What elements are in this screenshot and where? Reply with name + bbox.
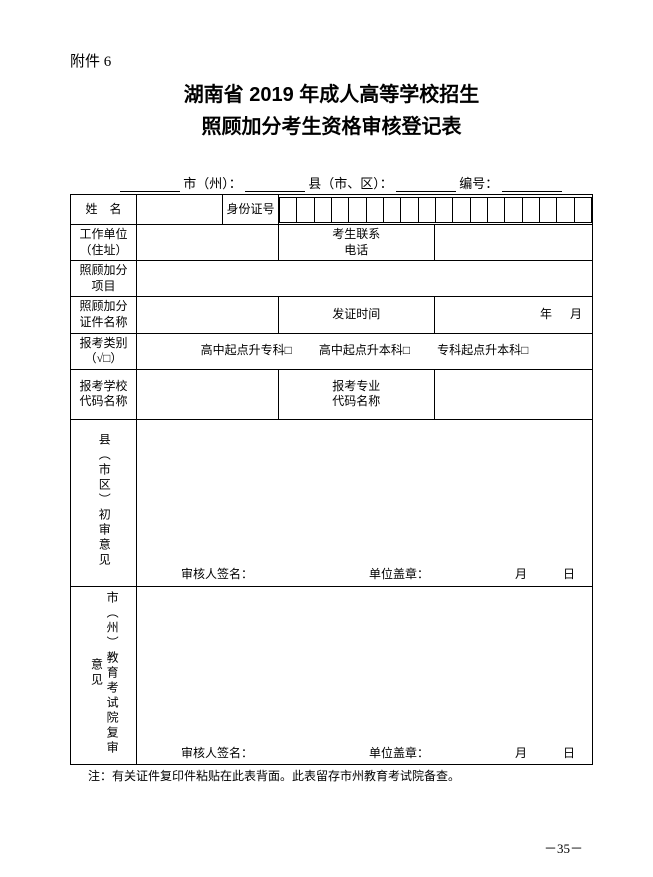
id-cell[interactable] [435, 197, 452, 222]
signer-label: 审核人签名： [181, 746, 253, 760]
month-char: 月 [570, 307, 582, 321]
name-label: 姓 名 [71, 195, 137, 225]
type-options[interactable]: 高中起点升专科□ 高中起点升本科□ 专科起点升本科□ [137, 333, 593, 369]
page-title: 湖南省 2019 年成人高等学校招生 照顾加分考生资格审核登记表 [70, 79, 593, 143]
page-number: －35－ [544, 838, 583, 857]
school-label: 报考学校 代码名称 [71, 369, 137, 419]
signer-label: 审核人签名： [181, 567, 253, 581]
name-field[interactable] [137, 195, 223, 225]
stamp-label: 单位盖章： [369, 567, 429, 581]
opt-benke2[interactable]: 专科起点升本科□ [437, 343, 528, 359]
id-cell[interactable] [314, 197, 331, 222]
school-field[interactable] [137, 369, 279, 419]
issue-label: 发证时间 [279, 297, 435, 333]
county-sig-line: 审核人签名： 单位盖章： 月 日 [137, 564, 593, 586]
city-review-field[interactable] [137, 586, 593, 742]
work-label: 工作单位 （住址） [71, 225, 137, 261]
major-field[interactable] [434, 369, 592, 419]
id-cell[interactable] [470, 197, 487, 222]
id-cell[interactable] [297, 197, 314, 222]
id-cell[interactable] [487, 197, 504, 222]
id-cell[interactable] [453, 197, 470, 222]
work-field[interactable] [137, 225, 279, 261]
id-cell[interactable] [331, 197, 348, 222]
appendix-label: 附件 6 [70, 50, 593, 71]
major-label: 报考专业 代码名称 [279, 369, 435, 419]
phone-label: 考生联系 电话 [279, 225, 435, 261]
form-table: 姓 名 身份证号 工作单位 （住址） 考生联系 电话 照顾加分 项目 [70, 194, 593, 765]
year-char: 年 [540, 307, 552, 321]
bonus-item-label: 照顾加分 项目 [71, 261, 137, 297]
city-review-label: 市（州）教育考试院复审意见 [88, 589, 119, 758]
type-label: 报考类别 （√□） [71, 333, 137, 369]
opt-zhuanke[interactable]: 高中起点升专科□ [201, 343, 292, 359]
stamp-label: 单位盖章： [369, 746, 429, 760]
county-label: 县（市、区）： [308, 173, 393, 192]
issue-field[interactable]: 年 月 [434, 297, 592, 333]
day-char: 日 [563, 567, 575, 581]
id-cell[interactable] [366, 197, 383, 222]
month-char: 月 [515, 567, 527, 581]
title-line1: 湖南省 2019 年成人高等学校招生 [184, 84, 480, 106]
id-cell[interactable] [574, 197, 591, 222]
top-line: 市（州）： 县（市、区）： 编号： [70, 173, 593, 192]
bonus-item-field[interactable] [137, 261, 593, 297]
id-cell[interactable] [383, 197, 400, 222]
id-cell[interactable] [280, 197, 297, 222]
number-label: 编号： [459, 173, 498, 192]
id-cell[interactable] [557, 197, 574, 222]
city-label: 市（州）： [183, 173, 242, 192]
opt-benke1[interactable]: 高中起点升本科□ [319, 343, 410, 359]
cert-field[interactable] [137, 297, 279, 333]
county-review-label: 县（市区）初审意见 [96, 433, 112, 568]
city-sig-line: 审核人签名： 单位盖章： 月 日 [137, 742, 593, 764]
day-char: 日 [563, 746, 575, 760]
cert-label: 照顾加分 证件名称 [71, 297, 137, 333]
footnote: 注：有关证件复印件粘贴在此表背面。此表留存市州教育考试院备查。 [70, 767, 593, 784]
id-cell[interactable] [505, 197, 522, 222]
id-cell[interactable] [401, 197, 418, 222]
id-cell[interactable] [539, 197, 556, 222]
id-cell[interactable] [349, 197, 366, 222]
id-label: 身份证号 [223, 195, 279, 225]
month-char: 月 [515, 746, 527, 760]
id-cell[interactable] [418, 197, 435, 222]
title-line2: 照顾加分考生资格审核登记表 [202, 116, 462, 138]
phone-field[interactable] [434, 225, 592, 261]
county-review-field[interactable] [137, 419, 593, 564]
id-cell[interactable] [522, 197, 539, 222]
